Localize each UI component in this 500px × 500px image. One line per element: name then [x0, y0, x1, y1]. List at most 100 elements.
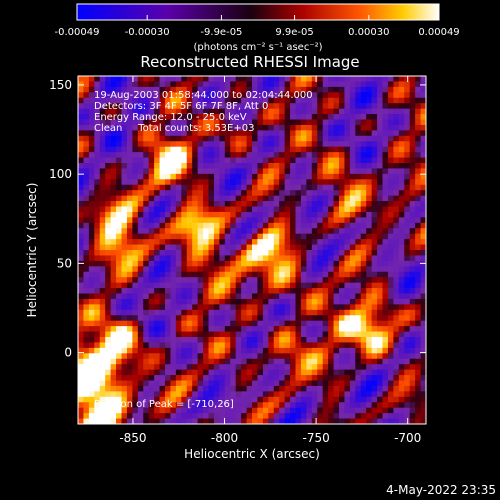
heatmap-cell: [88, 250, 95, 256]
heatmap-cell: [143, 380, 150, 387]
heatmap-cell: [349, 358, 356, 365]
heatmap-cell: [295, 282, 302, 289]
heatmap-cell: [398, 135, 405, 142]
heatmap-cell: [88, 173, 95, 180]
heatmap-cell: [170, 304, 177, 311]
heatmap-cell: [360, 369, 367, 376]
heatmap-cell: [387, 76, 394, 82]
heatmap-cell: [284, 157, 291, 164]
heatmap-cell: [366, 195, 373, 202]
heatmap-cell: [105, 86, 112, 93]
heatmap-cell: [262, 255, 269, 262]
heatmap-cell: [78, 190, 84, 197]
heatmap-cell: [273, 206, 280, 213]
heatmap-cell: [148, 413, 155, 419]
heatmap-cell: [165, 190, 171, 197]
heatmap-cell: [126, 119, 133, 126]
heatmap-cell: [387, 288, 394, 294]
heatmap-cell: [295, 331, 302, 338]
heatmap-cell: [213, 97, 220, 104]
heatmap-cell: [339, 173, 345, 180]
heatmap-cell: [273, 402, 280, 409]
heatmap-cell: [175, 211, 182, 218]
heatmap-cell: [192, 413, 199, 419]
heatmap-cell: [284, 331, 291, 338]
heatmap-cell: [328, 103, 334, 110]
heatmap-cell: [88, 293, 95, 300]
heatmap-cell: [420, 385, 426, 392]
heatmap-cell: [246, 380, 253, 387]
heatmap-cell: [105, 266, 112, 273]
heatmap-cell: [393, 391, 400, 398]
heatmap-cell: [197, 288, 204, 294]
heatmap-cell: [126, 152, 133, 158]
heatmap-cell: [110, 277, 117, 284]
heatmap-cell: [290, 190, 296, 197]
heatmap-cell: [295, 92, 302, 99]
heatmap-cell: [230, 97, 237, 104]
heatmap-cell: [83, 271, 90, 278]
heatmap-cell: [88, 168, 95, 175]
heatmap-cell: [246, 304, 253, 311]
heatmap-cell: [78, 168, 84, 175]
heatmap-cell: [88, 396, 95, 403]
heatmap-cell: [219, 288, 226, 294]
heatmap-cell: [197, 103, 204, 110]
heatmap-cell: [404, 81, 411, 88]
heatmap-cell: [355, 119, 362, 126]
heatmap-cell: [197, 86, 204, 93]
heatmap-cell: [246, 201, 253, 207]
heatmap-cell: [170, 391, 177, 398]
heatmap-cell: [192, 86, 199, 93]
heatmap-cell: [246, 418, 253, 424]
heatmap-cell: [94, 358, 101, 365]
heatmap-cell: [377, 364, 383, 371]
heatmap-cell: [94, 184, 101, 191]
heatmap-cell: [224, 298, 231, 305]
heatmap-cell: [344, 391, 351, 398]
heatmap-cell: [154, 168, 160, 175]
heatmap-cell: [311, 347, 318, 354]
heatmap-cell: [110, 380, 117, 387]
heatmap-cell: [317, 260, 324, 267]
heatmap-cell: [415, 260, 421, 267]
heatmap-cell: [387, 304, 394, 311]
heatmap-cell: [213, 179, 220, 186]
heatmap-cell: [230, 179, 237, 186]
heatmap-cell: [262, 206, 269, 213]
heatmap-cell: [290, 277, 296, 284]
heatmap-cell: [409, 119, 416, 126]
heatmap-cell: [246, 130, 253, 137]
heatmap-cell: [230, 124, 237, 131]
heatmap-cell: [213, 86, 220, 93]
heatmap-cell: [344, 293, 351, 300]
heatmap-cell: [181, 380, 188, 387]
heatmap-cell: [143, 353, 150, 360]
heatmap-cell: [333, 119, 340, 126]
heatmap-cell: [148, 206, 155, 213]
heatmap-cell: [317, 277, 324, 284]
heatmap-cell: [252, 402, 258, 409]
heatmap-cell: [99, 130, 106, 137]
heatmap-cell: [387, 114, 394, 120]
heatmap-cell: [219, 369, 226, 376]
heatmap-cell: [409, 97, 416, 104]
heatmap-cell: [349, 396, 356, 403]
heatmap-cell: [165, 309, 171, 316]
heatmap-cell: [197, 201, 204, 207]
heatmap-cell: [415, 76, 421, 82]
heatmap-cell: [121, 206, 128, 213]
heatmap-cell: [148, 304, 155, 311]
heatmap-cell: [213, 255, 220, 262]
heatmap-cell: [268, 396, 275, 403]
heatmap-cell: [197, 152, 204, 158]
heatmap-cell: [339, 413, 345, 419]
heatmap-cell: [339, 402, 345, 409]
heatmap-cell: [268, 266, 275, 273]
heatmap-cell: [322, 190, 329, 197]
heatmap-cell: [208, 309, 215, 316]
heatmap-cell: [235, 250, 242, 256]
heatmap-cell: [105, 271, 112, 278]
heatmap-cell: [121, 244, 128, 251]
heatmap-cell: [252, 233, 258, 240]
